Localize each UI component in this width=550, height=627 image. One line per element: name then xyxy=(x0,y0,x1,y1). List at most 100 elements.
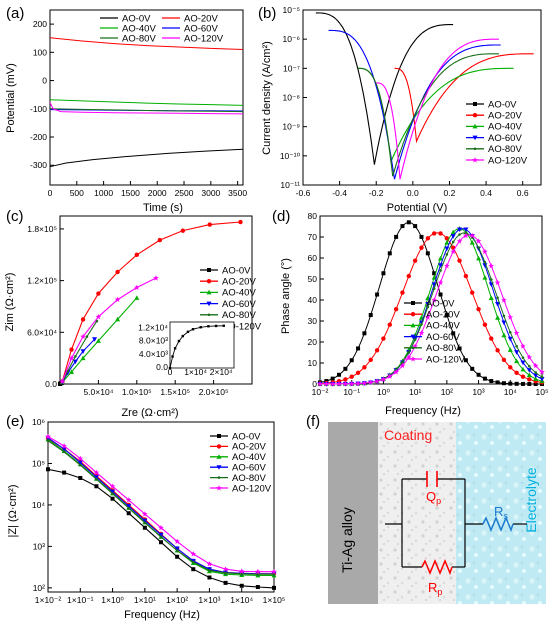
point-d-2-54 xyxy=(488,295,494,301)
point-d-0-52 xyxy=(482,376,487,381)
point-d-5-42 xyxy=(450,248,456,255)
xtick-label-e-2: 1×10⁰ xyxy=(101,595,124,605)
point-e-4-13 xyxy=(256,572,260,576)
point-d-2-36 xyxy=(431,274,437,280)
point-d-2-40 xyxy=(444,240,450,245)
xtick-label-d-6: 10⁴ xyxy=(504,387,517,397)
point-d-1-26 xyxy=(400,290,405,295)
xtick-label-d-0: 10⁻² xyxy=(312,387,329,397)
point-e-5-2 xyxy=(77,455,84,462)
inset-ytick-label-0: 0.0 xyxy=(156,362,168,372)
inset-frame-c xyxy=(169,321,235,369)
ytick-label-e-3: 10⁵ xyxy=(32,458,45,468)
legend-e-label-5: AO-120V xyxy=(232,483,272,494)
panel-label-a: (a) xyxy=(6,5,24,22)
legend-b-label-2: AO-40V xyxy=(488,122,522,133)
ytick-label-a-2: -100 xyxy=(30,104,47,114)
legend-a-label-3: AO-60V xyxy=(184,23,218,34)
point-d-5-54 xyxy=(488,263,495,269)
point-e-5-6 xyxy=(142,511,148,517)
point-d-2-68 xyxy=(533,376,539,381)
legend-c-label-0: AO-0V xyxy=(222,265,251,276)
point-d-1-10 xyxy=(349,374,354,379)
point-d-5-16 xyxy=(367,379,374,386)
ytick-label-b-5: 10⁻⁶ xyxy=(283,34,300,44)
rp-label: Rp xyxy=(428,580,442,597)
point-c-1-4 xyxy=(115,269,120,275)
xtick-label-b-0: -0.6 xyxy=(296,188,311,198)
point-d-1-66 xyxy=(527,377,532,382)
inset-point-7 xyxy=(199,326,202,329)
ytick-label-e-4: 10⁶ xyxy=(32,417,45,427)
legend-a-label-4: AO-80V xyxy=(122,33,156,44)
point-c-5-1 xyxy=(68,355,75,361)
point-e-4-12 xyxy=(240,572,244,576)
point-e-5-1 xyxy=(61,443,67,449)
point-d-1-12 xyxy=(355,370,361,375)
alloy-layer xyxy=(328,422,378,604)
series-b-3 xyxy=(328,29,501,180)
legend-b-label-3: AO-60V xyxy=(488,133,522,144)
xtick-label-d-3: 10¹ xyxy=(409,387,421,397)
point-d-5-24 xyxy=(393,369,399,375)
legend-c-label-1: AO-20V xyxy=(222,277,256,288)
point-d-3-58 xyxy=(501,320,507,326)
point-d-3-70 xyxy=(539,376,545,382)
point-d-5-38 xyxy=(437,279,444,286)
ytick-label-b-6: 10⁻⁵ xyxy=(283,5,300,15)
point-d-1-46 xyxy=(463,273,469,279)
legend-e-marker-1 xyxy=(216,444,222,449)
point-d-5-46 xyxy=(463,232,469,239)
point-d-4-62 xyxy=(515,345,518,348)
point-d-4-40 xyxy=(445,253,449,256)
point-c-5-5 xyxy=(134,284,140,291)
legend-c-marker-1 xyxy=(206,279,212,284)
point-c-2-1 xyxy=(69,369,75,374)
inset-ytick-label-1: 4.0×10³ xyxy=(139,349,168,359)
point-e-5-7 xyxy=(158,524,164,531)
xlabel-a: Time (s) xyxy=(143,202,183,214)
point-d-1-18 xyxy=(374,348,380,353)
equivalent-circuit xyxy=(385,478,527,568)
inset-point-3 xyxy=(177,339,181,343)
point-e-3-5 xyxy=(126,504,132,509)
legend-b-label-0: AO-0V xyxy=(488,99,517,110)
point-d-1-44 xyxy=(457,258,462,263)
point-d-0-32 xyxy=(419,234,424,239)
series-a-2 xyxy=(49,99,244,106)
point-d-1-40 xyxy=(444,236,450,241)
point-d-1-24 xyxy=(393,306,399,312)
point-d-1-32 xyxy=(419,245,424,250)
legend-b-label-5: AO-120V xyxy=(488,155,528,166)
point-c-1-1 xyxy=(69,347,74,352)
point-e-4-9 xyxy=(191,560,195,564)
legend-e-marker-2 xyxy=(216,454,222,459)
point-d-5-36 xyxy=(431,297,437,303)
point-d-5-22 xyxy=(386,373,393,379)
point-d-0-54 xyxy=(489,379,494,384)
panel-f: (f) Ti-Ag alloy Coating Electrolyte Qp R… xyxy=(306,413,546,604)
ytick-label-e-2: 10⁴ xyxy=(32,500,45,510)
point-d-0-14 xyxy=(362,331,367,336)
point-d-0-50 xyxy=(476,372,481,377)
xlabel-b: Potential (V) xyxy=(387,202,448,214)
point-d-0-12 xyxy=(356,346,361,351)
point-e-5-3 xyxy=(93,469,100,476)
legend-c-label-2: AO-40V xyxy=(222,288,256,299)
point-d-1-30 xyxy=(412,258,418,263)
legend-a-label-5: AO-120V xyxy=(184,33,224,44)
ytick-label-a-4: 100 xyxy=(33,47,47,57)
point-d-0-22 xyxy=(387,251,392,256)
point-e-0-1 xyxy=(62,470,67,475)
point-d-0-46 xyxy=(463,358,468,363)
point-d-0-34 xyxy=(425,251,430,256)
point-d-0-24 xyxy=(394,234,399,239)
point-d-5-56 xyxy=(494,279,501,286)
axes-e: 1×10⁻² 1×10⁻¹ 1×10⁰ 1×10¹ 1×10² 1×10³ 1×10⁴ 1×1… xyxy=(32,417,285,605)
point-d-0-64 xyxy=(520,381,525,386)
resistor-rs xyxy=(482,516,514,533)
series-c-1 xyxy=(61,221,241,382)
point-e-4-5 xyxy=(127,506,131,510)
point-d-0-6 xyxy=(337,372,342,377)
point-d-1-62 xyxy=(514,370,519,375)
